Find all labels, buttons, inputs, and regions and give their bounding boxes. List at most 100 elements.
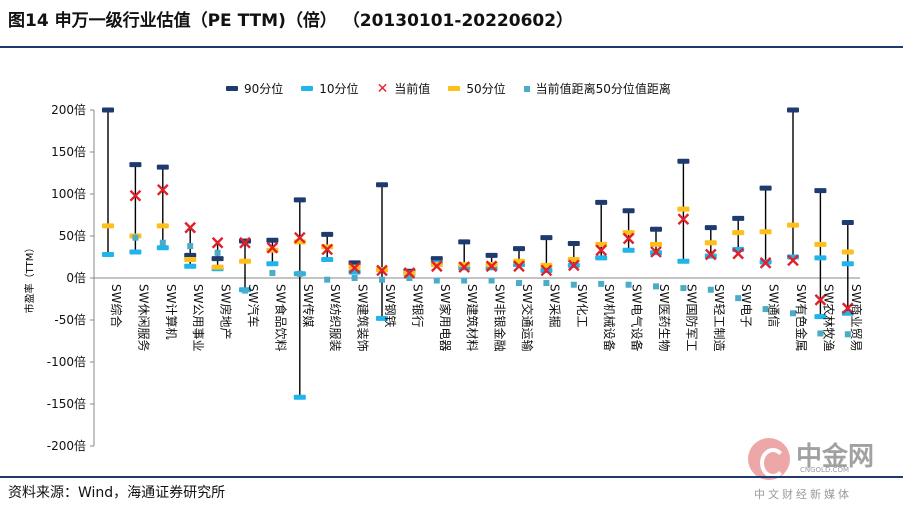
legend-item-dist: 当前值距离50分位值距离 — [523, 80, 671, 97]
x-tick-label: SW纺织服装 — [328, 284, 342, 351]
current-mark — [704, 248, 717, 261]
x-tick-label: SW银行 — [410, 284, 424, 327]
distance-mark — [817, 330, 824, 337]
x-axis-labels: SW综合 SW休闲服务 SW计算机 SW公用事业 SW房地产 SW汽车 SW食品饮料 SW传媒… — [109, 284, 864, 351]
current-mark — [403, 267, 416, 279]
p50-mark — [102, 223, 114, 229]
p90-mark — [211, 256, 224, 262]
distance-mark — [324, 276, 331, 283]
source-note: 资料来源：Wind，海通证券研究所 — [8, 485, 226, 501]
current-mark — [732, 247, 745, 260]
current-mark — [540, 264, 553, 277]
x-tick-label: SW化工 — [575, 284, 589, 327]
distance-mark — [296, 270, 303, 277]
high-extreme-mark — [102, 107, 114, 113]
distance-mark — [406, 275, 413, 281]
p50-mark — [732, 230, 745, 236]
p10-mark — [102, 251, 114, 257]
current-mark — [156, 183, 169, 196]
x-tick-label: SW综合 — [109, 284, 124, 327]
x-tick-label: SW采掘 — [547, 284, 562, 327]
p90-mark — [732, 215, 745, 221]
legend-label-p10: 10分位 — [319, 82, 359, 96]
p50-mark — [211, 264, 224, 270]
p90-mark — [677, 158, 690, 164]
legend-swatch-p50 — [448, 86, 461, 91]
legend-swatch-p10 — [301, 86, 314, 91]
current-mark — [266, 241, 279, 254]
x-tick-label: SW房地产 — [219, 284, 234, 339]
x-tick-label: SW钢铁 — [383, 284, 397, 327]
p90-mark — [266, 237, 279, 243]
current-mark — [595, 244, 608, 257]
distance-mark — [269, 269, 276, 276]
p90-mark — [184, 252, 197, 258]
y-tick-label: -150倍 — [47, 396, 86, 411]
y-axis-label: 市盈率（TTM） — [23, 243, 36, 314]
x-tick-label: SW国防军工 — [684, 284, 699, 351]
x-tick-label: SW传媒 — [301, 284, 316, 327]
legend-label-p90: 90分位 — [244, 82, 284, 96]
watermark-tagline: 中文财经新媒体 — [754, 488, 852, 501]
y-tick-label: -100倍 — [47, 354, 86, 369]
x-tick-label: SW非银金融 — [493, 284, 508, 351]
title-rule — [0, 46, 903, 48]
p90-mark — [156, 164, 169, 170]
current-mark — [759, 257, 772, 269]
y-tick-label: -50倍 — [54, 312, 86, 327]
x-tick-label: SW轻工制造 — [712, 284, 726, 351]
current-mark — [841, 302, 854, 315]
legend-item-p90: 90分位 — [226, 80, 283, 97]
current-mark — [129, 189, 142, 202]
watermark-name: 中金网 — [796, 442, 875, 472]
y-tick-label: 50倍 — [59, 228, 86, 243]
distance-mark — [653, 283, 659, 290]
current-mark — [293, 231, 306, 244]
p90-mark — [841, 220, 854, 226]
pe-range-chart: 200倍 150倍 100倍 50倍 0倍 -50倍 -100倍 -150倍 -200倍 SW综… — [23, 102, 864, 453]
y-tick-label: 0倍 — [66, 270, 86, 285]
legend-swatch-p90 — [226, 86, 238, 91]
p90-mark — [622, 208, 635, 214]
x-tick-label: SW食品饮料 — [273, 284, 288, 351]
y-tick-label: 200倍 — [51, 102, 86, 117]
low-extreme-mark — [814, 314, 827, 320]
current-mark — [513, 260, 525, 273]
distance-mark — [762, 306, 769, 313]
x-tick-label: SW交通运输 — [520, 284, 535, 351]
watermark-logo-icon — [748, 438, 790, 480]
legend-label-p50: 50分位 — [466, 82, 506, 96]
current-mark — [677, 213, 690, 226]
current-mark — [814, 293, 827, 306]
current-mark — [458, 261, 471, 273]
p90-mark — [513, 246, 525, 252]
current-mark — [787, 254, 799, 267]
p50-mark — [156, 223, 169, 229]
x-tick-label: SW农林牧渔 — [821, 284, 835, 351]
x-tick-label: SW建筑装饰 — [356, 284, 371, 351]
distance-mark — [132, 234, 139, 241]
legend-item-current: ✕ 当前值 — [377, 80, 431, 97]
p90-mark — [129, 162, 142, 168]
p50-mark — [184, 257, 197, 263]
data-marks — [102, 107, 854, 400]
p50-mark — [704, 240, 717, 246]
x-tick-label: SW电子 — [739, 284, 753, 327]
high-extreme-mark — [787, 107, 799, 113]
distance-mark — [707, 286, 714, 293]
distance-mark — [488, 277, 495, 284]
x-tick-label: SW医药生物 — [657, 284, 671, 351]
p90-mark — [540, 235, 553, 241]
x-tick-label: SW汽车 — [246, 284, 261, 327]
y-axis: 200倍 150倍 100倍 50倍 0倍 -50倍 -100倍 -150倍 -200倍 — [47, 102, 860, 453]
p10-mark — [622, 247, 635, 253]
p50-mark — [677, 206, 690, 212]
page-title: 图14 申万一级行业估值（PE TTM)（倍） （20130101-202206… — [8, 11, 574, 31]
current-mark — [430, 260, 443, 273]
p10-mark — [376, 315, 388, 321]
x-tick-label: SW家用电器 — [438, 284, 453, 351]
legend-swatch-dist — [523, 85, 530, 92]
p10-mark — [184, 263, 197, 269]
distance-mark — [680, 285, 687, 292]
current-mark — [321, 243, 334, 256]
